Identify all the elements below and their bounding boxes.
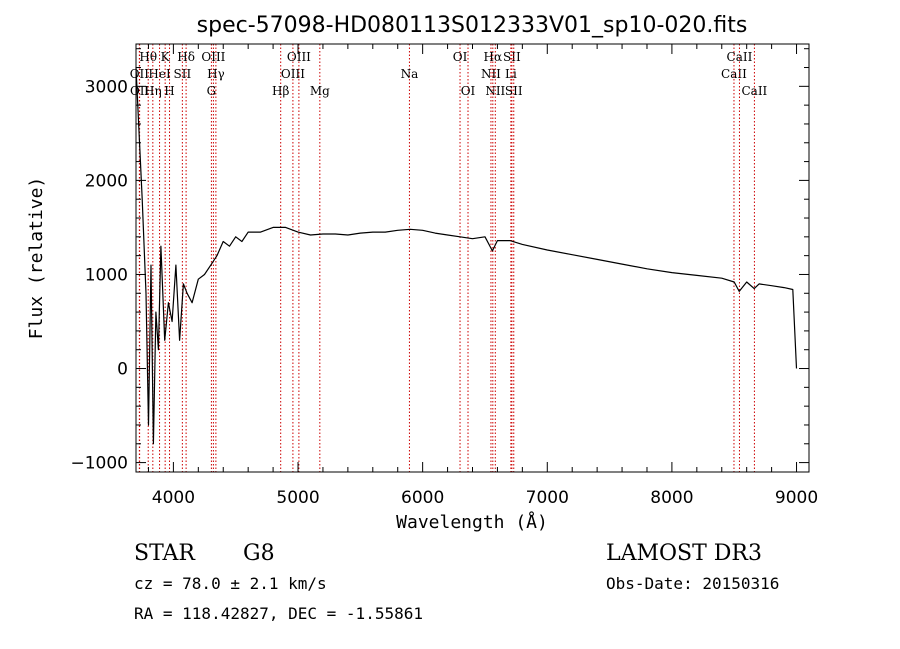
y-tick-label-2: 1000 (85, 265, 128, 285)
line-label-11: G (207, 84, 217, 98)
line-label-10: Hγ (207, 67, 225, 81)
y-tick-label-3: 2000 (85, 171, 128, 191)
redshift-text: cz = 78.0 ± 2.1 km/s (134, 574, 327, 593)
x-tick-label-1: 5000 (276, 488, 319, 508)
line-label-18: OI (461, 84, 476, 98)
coordinates-text: RA = 118.42827, DEC = -1.55861 (134, 604, 423, 623)
plot-frame (135, 43, 810, 473)
obs-date-text: Obs-Date: 20150316 (606, 574, 779, 593)
line-label-23: Li (505, 67, 517, 81)
object-subclass: G8 (243, 541, 275, 566)
y-tick-label-1: 0 (117, 360, 128, 380)
x-tick-label-5: 9000 (775, 488, 818, 508)
line-label-25: CaII (721, 67, 747, 81)
chart-title: spec-57098-HD080113S012333V01_sp10-020.f… (197, 13, 748, 38)
x-tick-label-3: 7000 (526, 488, 569, 508)
line-label-27: CaII (741, 84, 767, 98)
line-label-4: HeI (148, 67, 171, 81)
line-label-5: K (161, 50, 171, 64)
y-tick-label-4: 3000 (85, 77, 128, 97)
series-layer (135, 67, 798, 445)
line-label-3: Hη (144, 84, 162, 98)
line-label-14: OIII (287, 50, 311, 64)
line-label-16: Na (401, 67, 419, 81)
line-label-20: NII (485, 84, 505, 98)
line-label-19: NII (481, 67, 501, 81)
line-label-2: Hθ (139, 50, 157, 64)
line-label-21: Hα (484, 50, 503, 64)
line-label-15: Mg (310, 84, 330, 98)
line-label-8: Hδ (177, 50, 195, 64)
axis-ticks: 4000 5000 6000 7000 8000 9000 −1000 0 1000 2000 30… (70, 44, 818, 508)
x-axis-label: Wavelength (Å) (396, 511, 548, 533)
line-label-22: SII (503, 50, 521, 64)
y-axis-label: Flux (relative) (26, 177, 47, 340)
series-line-0 (135, 67, 798, 445)
line-label-0: OII (130, 67, 150, 81)
line-label-9: OIII (201, 50, 225, 64)
line-label-26: CaII (727, 50, 753, 64)
x-tick-label-4: 8000 (650, 488, 693, 508)
x-tick-label-0: 4000 (152, 488, 195, 508)
x-tick-label-2: 6000 (401, 488, 444, 508)
survey-name: LAMOST DR3 (606, 541, 762, 566)
line-label-24: SII (505, 84, 523, 98)
line-label-1: OII (130, 84, 150, 98)
line-label-17: OI (453, 50, 468, 64)
line-label-7: SII (174, 67, 192, 81)
y-tick-label-0: −1000 (70, 454, 128, 474)
line-label-13: OIII (281, 67, 305, 81)
line-label-12: Hβ (272, 84, 289, 98)
object-class: STAR (134, 541, 196, 566)
line-label-6: H (164, 84, 174, 98)
